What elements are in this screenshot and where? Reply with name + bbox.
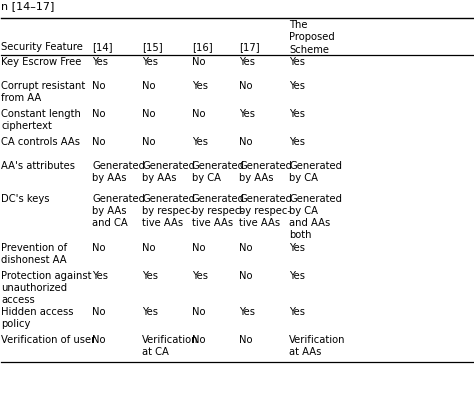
Text: Yes: Yes (289, 109, 305, 119)
Text: Generated
by respec-
tive AAs: Generated by respec- tive AAs (192, 194, 245, 228)
Text: Corrupt resistant
from AA: Corrupt resistant from AA (1, 81, 86, 103)
Text: No: No (239, 81, 253, 91)
Text: No: No (142, 81, 155, 91)
Text: No: No (142, 137, 155, 147)
Text: Yes: Yes (289, 271, 305, 281)
Text: Generated
by CA
and AAs
both: Generated by CA and AAs both (289, 194, 342, 240)
Text: Generated
by AAs: Generated by AAs (239, 161, 292, 183)
Text: Verification
at AAs: Verification at AAs (289, 335, 346, 357)
Text: Generated
by respec-
tive AAs: Generated by respec- tive AAs (142, 194, 195, 228)
Text: Yes: Yes (239, 109, 255, 119)
Text: No: No (92, 335, 106, 345)
Text: No: No (92, 307, 106, 317)
Text: No: No (239, 243, 253, 253)
Text: [17]: [17] (239, 42, 260, 52)
Text: Yes: Yes (142, 307, 158, 317)
Text: Verification
at CA: Verification at CA (142, 335, 199, 357)
Text: Yes: Yes (192, 81, 208, 91)
Text: [15]: [15] (142, 42, 163, 52)
Text: Yes: Yes (192, 137, 208, 147)
Text: No: No (92, 81, 106, 91)
Text: Hidden access
policy: Hidden access policy (1, 307, 74, 328)
Text: The
Proposed
Scheme: The Proposed Scheme (289, 20, 335, 55)
Text: Yes: Yes (289, 307, 305, 317)
Text: No: No (192, 307, 205, 317)
Text: Generated
by CA: Generated by CA (192, 161, 245, 183)
Text: Verification of user: Verification of user (1, 335, 96, 345)
Text: Yes: Yes (289, 137, 305, 147)
Text: No: No (92, 243, 106, 253)
Text: Generated
by AAs: Generated by AAs (92, 161, 146, 183)
Text: Yes: Yes (239, 307, 255, 317)
Text: Yes: Yes (289, 57, 305, 67)
Text: Constant length
ciphertext: Constant length ciphertext (1, 109, 82, 131)
Text: Yes: Yes (192, 271, 208, 281)
Text: Protection against
unauthorized
access: Protection against unauthorized access (1, 271, 92, 305)
Text: CA controls AAs: CA controls AAs (1, 137, 81, 147)
Text: Yes: Yes (239, 57, 255, 67)
Text: Yes: Yes (142, 57, 158, 67)
Text: No: No (92, 109, 106, 119)
Text: Generated
by AAs
and CA: Generated by AAs and CA (92, 194, 146, 228)
Text: No: No (92, 137, 106, 147)
Text: Yes: Yes (92, 271, 109, 281)
Text: n [14–17]: n [14–17] (1, 1, 55, 11)
Text: Yes: Yes (92, 57, 109, 67)
Text: Security Feature: Security Feature (1, 42, 83, 52)
Text: No: No (192, 57, 205, 67)
Text: AA's attributes: AA's attributes (1, 161, 75, 171)
Text: No: No (239, 137, 253, 147)
Text: Yes: Yes (289, 243, 305, 253)
Text: DC's keys: DC's keys (1, 194, 50, 204)
Text: No: No (192, 335, 205, 345)
Text: No: No (142, 243, 155, 253)
Text: Generated
by AAs: Generated by AAs (142, 161, 195, 183)
Text: [16]: [16] (192, 42, 213, 52)
Text: Key Escrow Free: Key Escrow Free (1, 57, 82, 67)
Text: Prevention of
dishonest AA: Prevention of dishonest AA (1, 243, 68, 265)
Text: No: No (239, 335, 253, 345)
Text: No: No (192, 243, 205, 253)
Text: [14]: [14] (92, 42, 113, 52)
Text: No: No (239, 271, 253, 281)
Text: Generated
by respec-
tive AAs: Generated by respec- tive AAs (239, 194, 292, 228)
Text: Yes: Yes (289, 81, 305, 91)
Text: No: No (142, 109, 155, 119)
Text: No: No (192, 109, 205, 119)
Text: Generated
by CA: Generated by CA (289, 161, 342, 183)
Text: Yes: Yes (142, 271, 158, 281)
